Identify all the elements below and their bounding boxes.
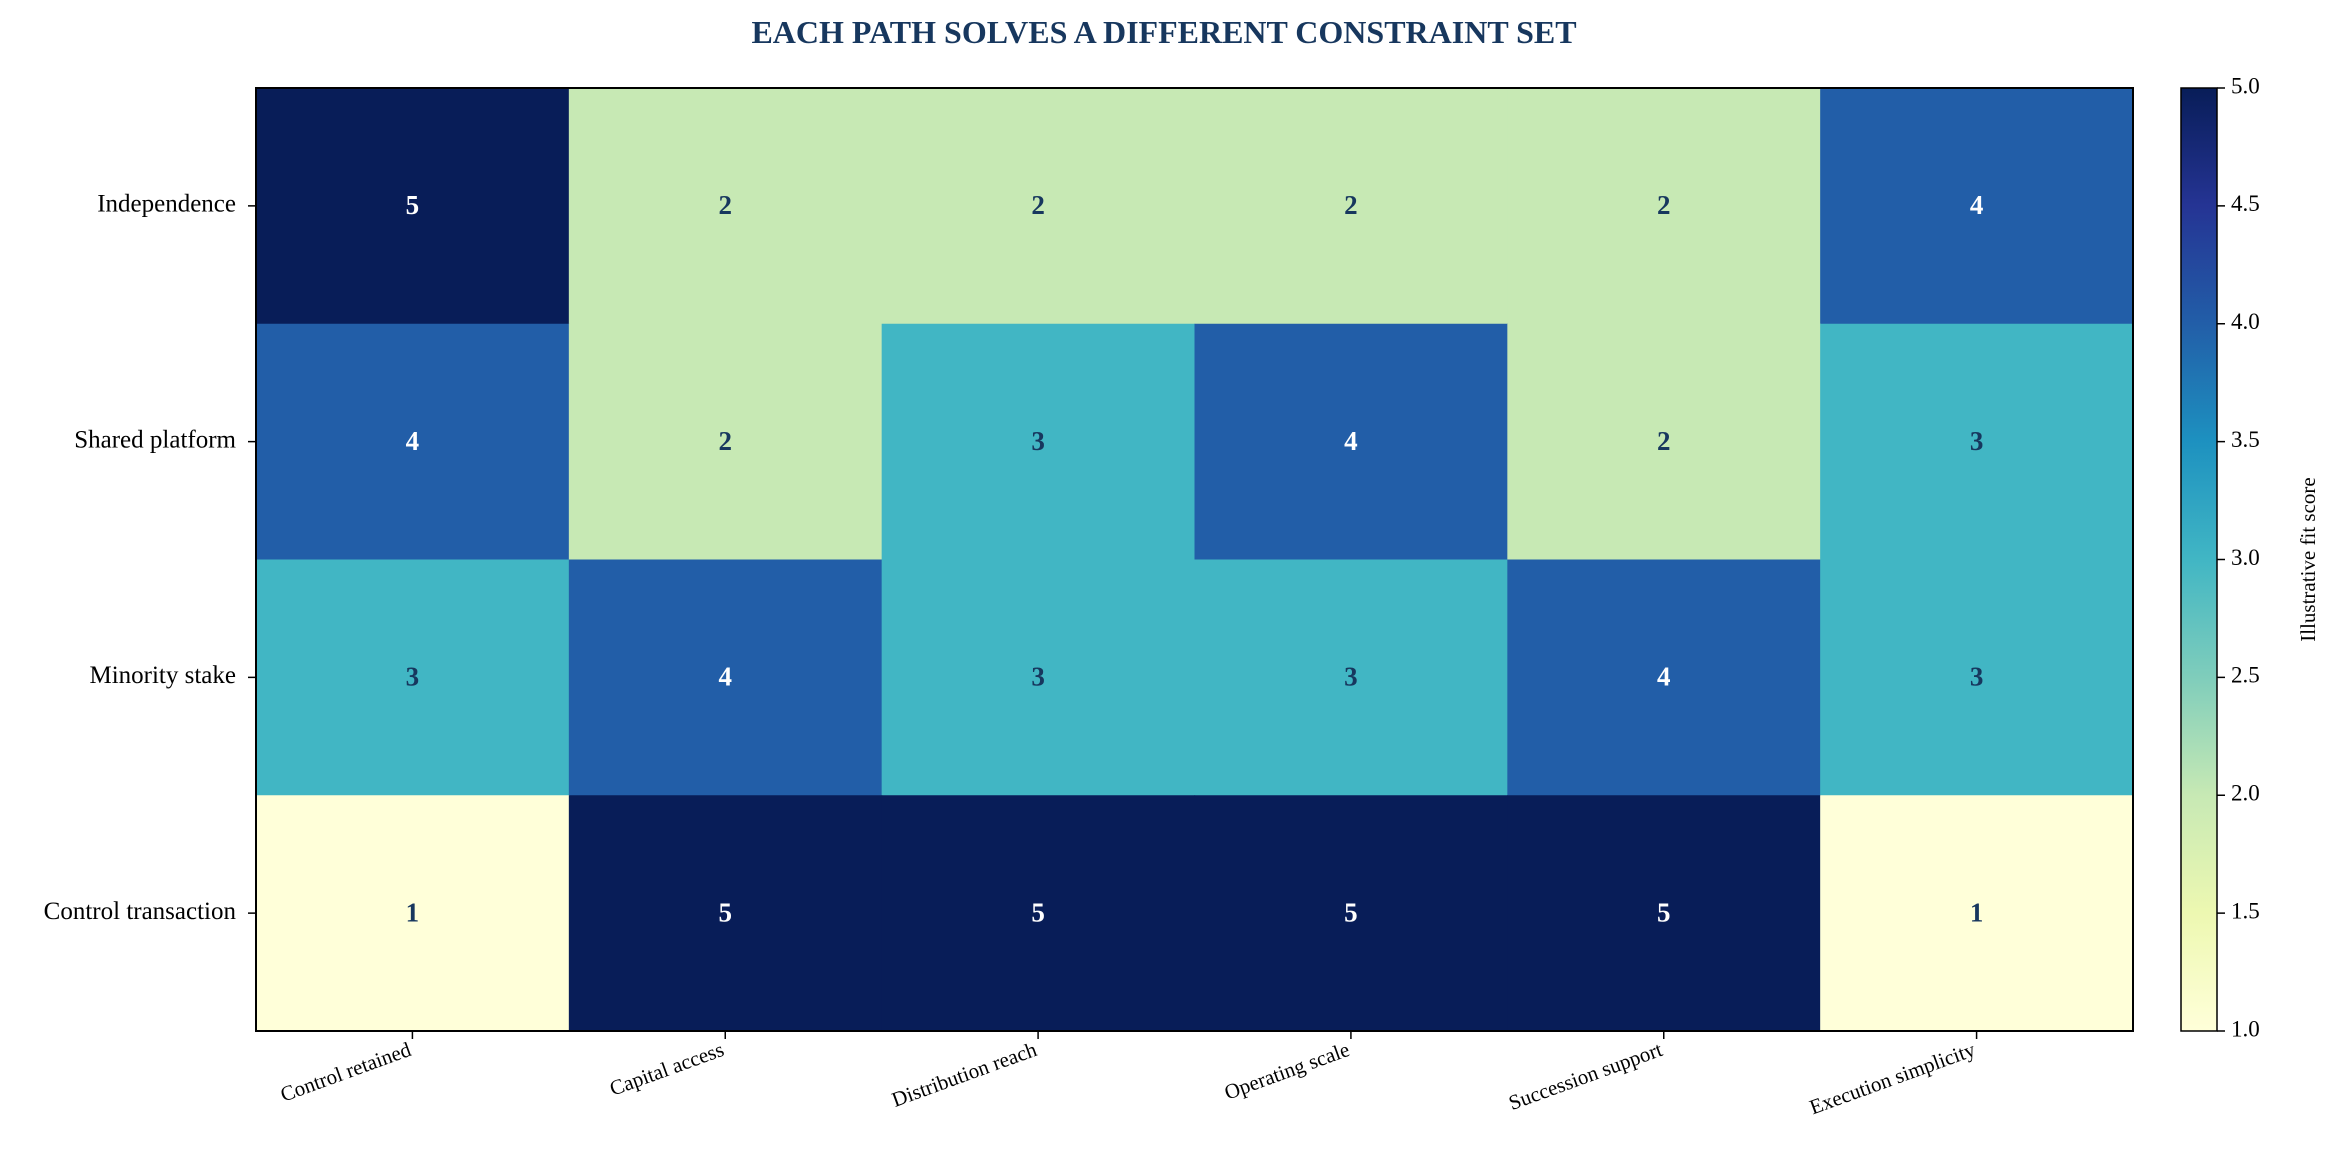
heatmap-cell [881, 323, 1196, 561]
cell-value-label: 2 [1657, 426, 1671, 456]
heatmap-cell [1507, 323, 1821, 561]
heatmap-cell [1194, 559, 1508, 796]
column-label: Distribution reach [889, 1037, 1041, 1112]
cell-value-label: 5 [406, 190, 420, 220]
cell-value-label: 4 [1970, 190, 1984, 220]
heatmap-cells: 5 2 2 2 2 4 4 2 3 4 2 3 3 4 3 3 4 3 1 5 5 5 5 1 [255, 87, 2134, 1032]
plot-frame [255, 87, 2134, 1032]
cell-value-label: 4 [1344, 426, 1358, 456]
cell-value-label: 2 [719, 190, 733, 220]
colorbar-tick-label: 2.0 [2231, 781, 2260, 806]
cell-value-label: 2 [719, 426, 733, 456]
heatmap-cell [256, 88, 570, 325]
heatmap-cell [1507, 88, 1821, 325]
cell-value-label: 1 [1970, 897, 1984, 927]
cell-value-label: 1 [406, 897, 420, 927]
cell-value-label: 3 [406, 662, 420, 692]
heatmap-cell [1820, 323, 2134, 561]
cell-value-label: 4 [719, 662, 733, 692]
heatmap-cell [1194, 88, 1508, 325]
heatmap-cell [568, 88, 883, 325]
column-label: Capital access [606, 1037, 727, 1100]
cell-value-label: 3 [1031, 662, 1045, 692]
colorbar-tick-label: 1.0 [2231, 1016, 2260, 1041]
heatmap-cell [1820, 559, 2134, 796]
colorbar-tick-label: 2.5 [2231, 663, 2260, 688]
column-label: Execution simplicity [1806, 1037, 1979, 1119]
cell-value-label: 2 [1657, 190, 1671, 220]
cell-value-label: 3 [1031, 426, 1045, 456]
cell-value-label: 2 [1344, 190, 1358, 220]
colorbar-tick-label: 1.5 [2231, 898, 2260, 923]
heatmap-cell [568, 795, 883, 1032]
column-label: Control retained [277, 1037, 414, 1107]
colorbar-gradient [2180, 87, 2218, 1032]
column-label: Succession support [1505, 1037, 1665, 1115]
heatmap-cell [1507, 559, 1821, 796]
heatmap-cell [568, 559, 883, 796]
row-label: Independence [97, 191, 236, 218]
cell-value-label: 5 [1344, 897, 1358, 927]
heatmap-cell [881, 88, 1196, 325]
cell-value-label: 3 [1970, 426, 1984, 456]
heatmap-cell [1507, 795, 1821, 1032]
heatmap-cell [256, 323, 570, 561]
colorbar-tick-label: 4.0 [2231, 309, 2260, 334]
cell-value-label: 5 [1031, 897, 1045, 927]
cell-value-label: 4 [1657, 662, 1671, 692]
heatmap-cell [881, 559, 1196, 796]
heatmap-cell [1194, 795, 1508, 1032]
cell-value-label: 5 [719, 897, 733, 927]
heatmap-cell [881, 795, 1196, 1032]
column-label: Operating scale [1221, 1037, 1352, 1104]
heatmap-cell [568, 323, 883, 561]
colorbar-label: Illustrative fit score [2296, 477, 2320, 641]
cell-value-label: 3 [1970, 662, 1984, 692]
colorbar-tick-label: 3.5 [2231, 427, 2260, 452]
colorbar-tick-label: 3.0 [2231, 545, 2260, 570]
row-labels: Independence Shared platform Minority stak… [44, 191, 256, 925]
cell-value-label: 4 [406, 426, 420, 456]
cell-value-label: 2 [1031, 190, 1045, 220]
column-labels: Control retained Capital access Distributi… [277, 1031, 1979, 1119]
colorbar-tick-label: 5.0 [2231, 73, 2260, 98]
chart-title: EACH PATH SOLVES A DIFFERENT CONSTRAINT … [751, 14, 1576, 50]
heatmap-cell [256, 559, 570, 796]
colorbar-tick-label: 4.5 [2231, 191, 2260, 216]
row-label: Control transaction [44, 898, 237, 925]
heatmap-cell [1820, 88, 2134, 325]
colorbar: 1.0 1.5 2.0 2.5 3.0 3.5 4.0 4.5 5.0 Illustrative … [2180, 73, 2320, 1041]
row-label: Shared platform [74, 426, 236, 453]
heatmap-cell [1820, 795, 2134, 1032]
cell-value-label: 3 [1344, 662, 1358, 692]
heatmap-cell [256, 795, 570, 1032]
heatmap-cell [1194, 323, 1508, 561]
cell-value-label: 5 [1657, 897, 1671, 927]
row-label: Minority stake [89, 662, 236, 689]
